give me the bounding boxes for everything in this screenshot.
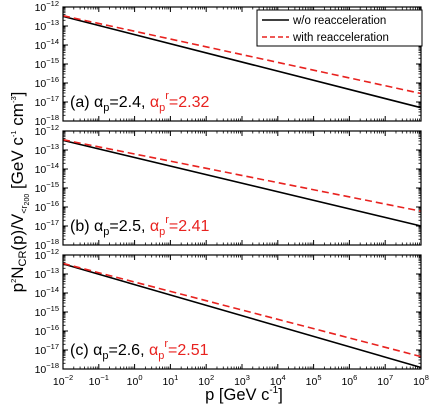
y-tick-label: 10−15: [35, 180, 59, 195]
y-tick-label: 10−13: [35, 18, 59, 33]
x-axis-label: p [GeV c-1]: [205, 385, 283, 404]
y-tick-label: 10−18: [35, 237, 59, 252]
plot-frame: [62, 6, 422, 122]
x-tick-label: 104: [270, 373, 286, 388]
legend-label-with: with reacceleration: [292, 32, 389, 44]
panel-3: 10−18 10−17 10−16 10−15 10−14 10−13 10−12 (c) α…: [35, 247, 422, 376]
x-tick-label: 10−2: [53, 373, 73, 388]
panel-annotation: (b) αp=2.5, αpr=2.41: [70, 214, 209, 238]
x-tick-label: 10−1: [89, 373, 109, 388]
y-tick-label: 10−17: [35, 94, 59, 109]
series-line-without-reacceleration: [62, 15, 422, 109]
y-tick-label: 10−16: [35, 199, 59, 214]
series-line-without-reacceleration: [62, 139, 422, 227]
panel-annotation: (c) αp=2.6, αpr=2.51: [70, 338, 209, 362]
x-tick-label: 101: [162, 373, 178, 388]
y-tick-label: 10−14: [35, 161, 59, 176]
x-tick-label: 108: [413, 373, 429, 388]
y-tick-label: 10−17: [35, 342, 59, 357]
x-tick-label: 105: [306, 373, 322, 388]
panels-group: 10−18 10−17 10−16 10−15 10−14 10−13 10−12 (a) α…: [35, 0, 429, 388]
panel-annotation: (a) αp=2.4, αpr=2.32: [70, 90, 209, 114]
y-tick-label: 10−13: [35, 266, 59, 281]
series-line-without-reacceleration: [62, 263, 422, 369]
plot-frame: [62, 130, 422, 246]
y-tick-label: 10−12: [35, 123, 59, 138]
x-tick-label: 107: [377, 373, 393, 388]
series-line-with-reacceleration: [62, 262, 422, 358]
x-tick-labels: 10−2 10−1 100 101 102 103 104 105 106 107 108: [53, 373, 429, 388]
y-tick-label: 10−12: [35, 0, 59, 14]
panel-1: 10−18 10−17 10−16 10−15 10−14 10−13 10−12 (a) α…: [35, 0, 422, 128]
y-tick-label: 10−13: [35, 142, 59, 157]
x-tick-label: 103: [234, 373, 250, 388]
x-tick-label: 102: [198, 373, 214, 388]
y-tick-label: 10−18: [35, 361, 59, 376]
y-axis-label: p2NCR(p)/V<r200 [GeV c-1 cm-3]: [8, 92, 31, 293]
series-line-with-reacceleration: [62, 14, 422, 95]
y-tick-label: 10−14: [35, 37, 59, 52]
legend-label-without: w/o reacceleration: [292, 15, 386, 27]
legend-box: [256, 9, 423, 47]
y-tick-label: 10−17: [35, 218, 59, 233]
legend: w/o reacceleration with reacceleration: [256, 9, 423, 47]
y-tick-label: 10−12: [35, 247, 59, 262]
y-tick-label: 10−16: [35, 75, 59, 90]
y-tick-label: 10−16: [35, 323, 59, 338]
y-tick-label: 10−15: [35, 304, 59, 319]
plot-frame: [62, 254, 422, 370]
panel-2: 10−18 10−17 10−16 10−15 10−14 10−13 10−12 (b) α…: [35, 123, 422, 252]
series-line-with-reacceleration: [62, 138, 422, 212]
x-tick-label: 100: [127, 373, 143, 388]
x-tick-label: 106: [341, 373, 357, 388]
y-tick-label: 10−18: [35, 113, 59, 128]
y-tick-label: 10−14: [35, 285, 59, 300]
y-tick-label: 10−15: [35, 56, 59, 71]
